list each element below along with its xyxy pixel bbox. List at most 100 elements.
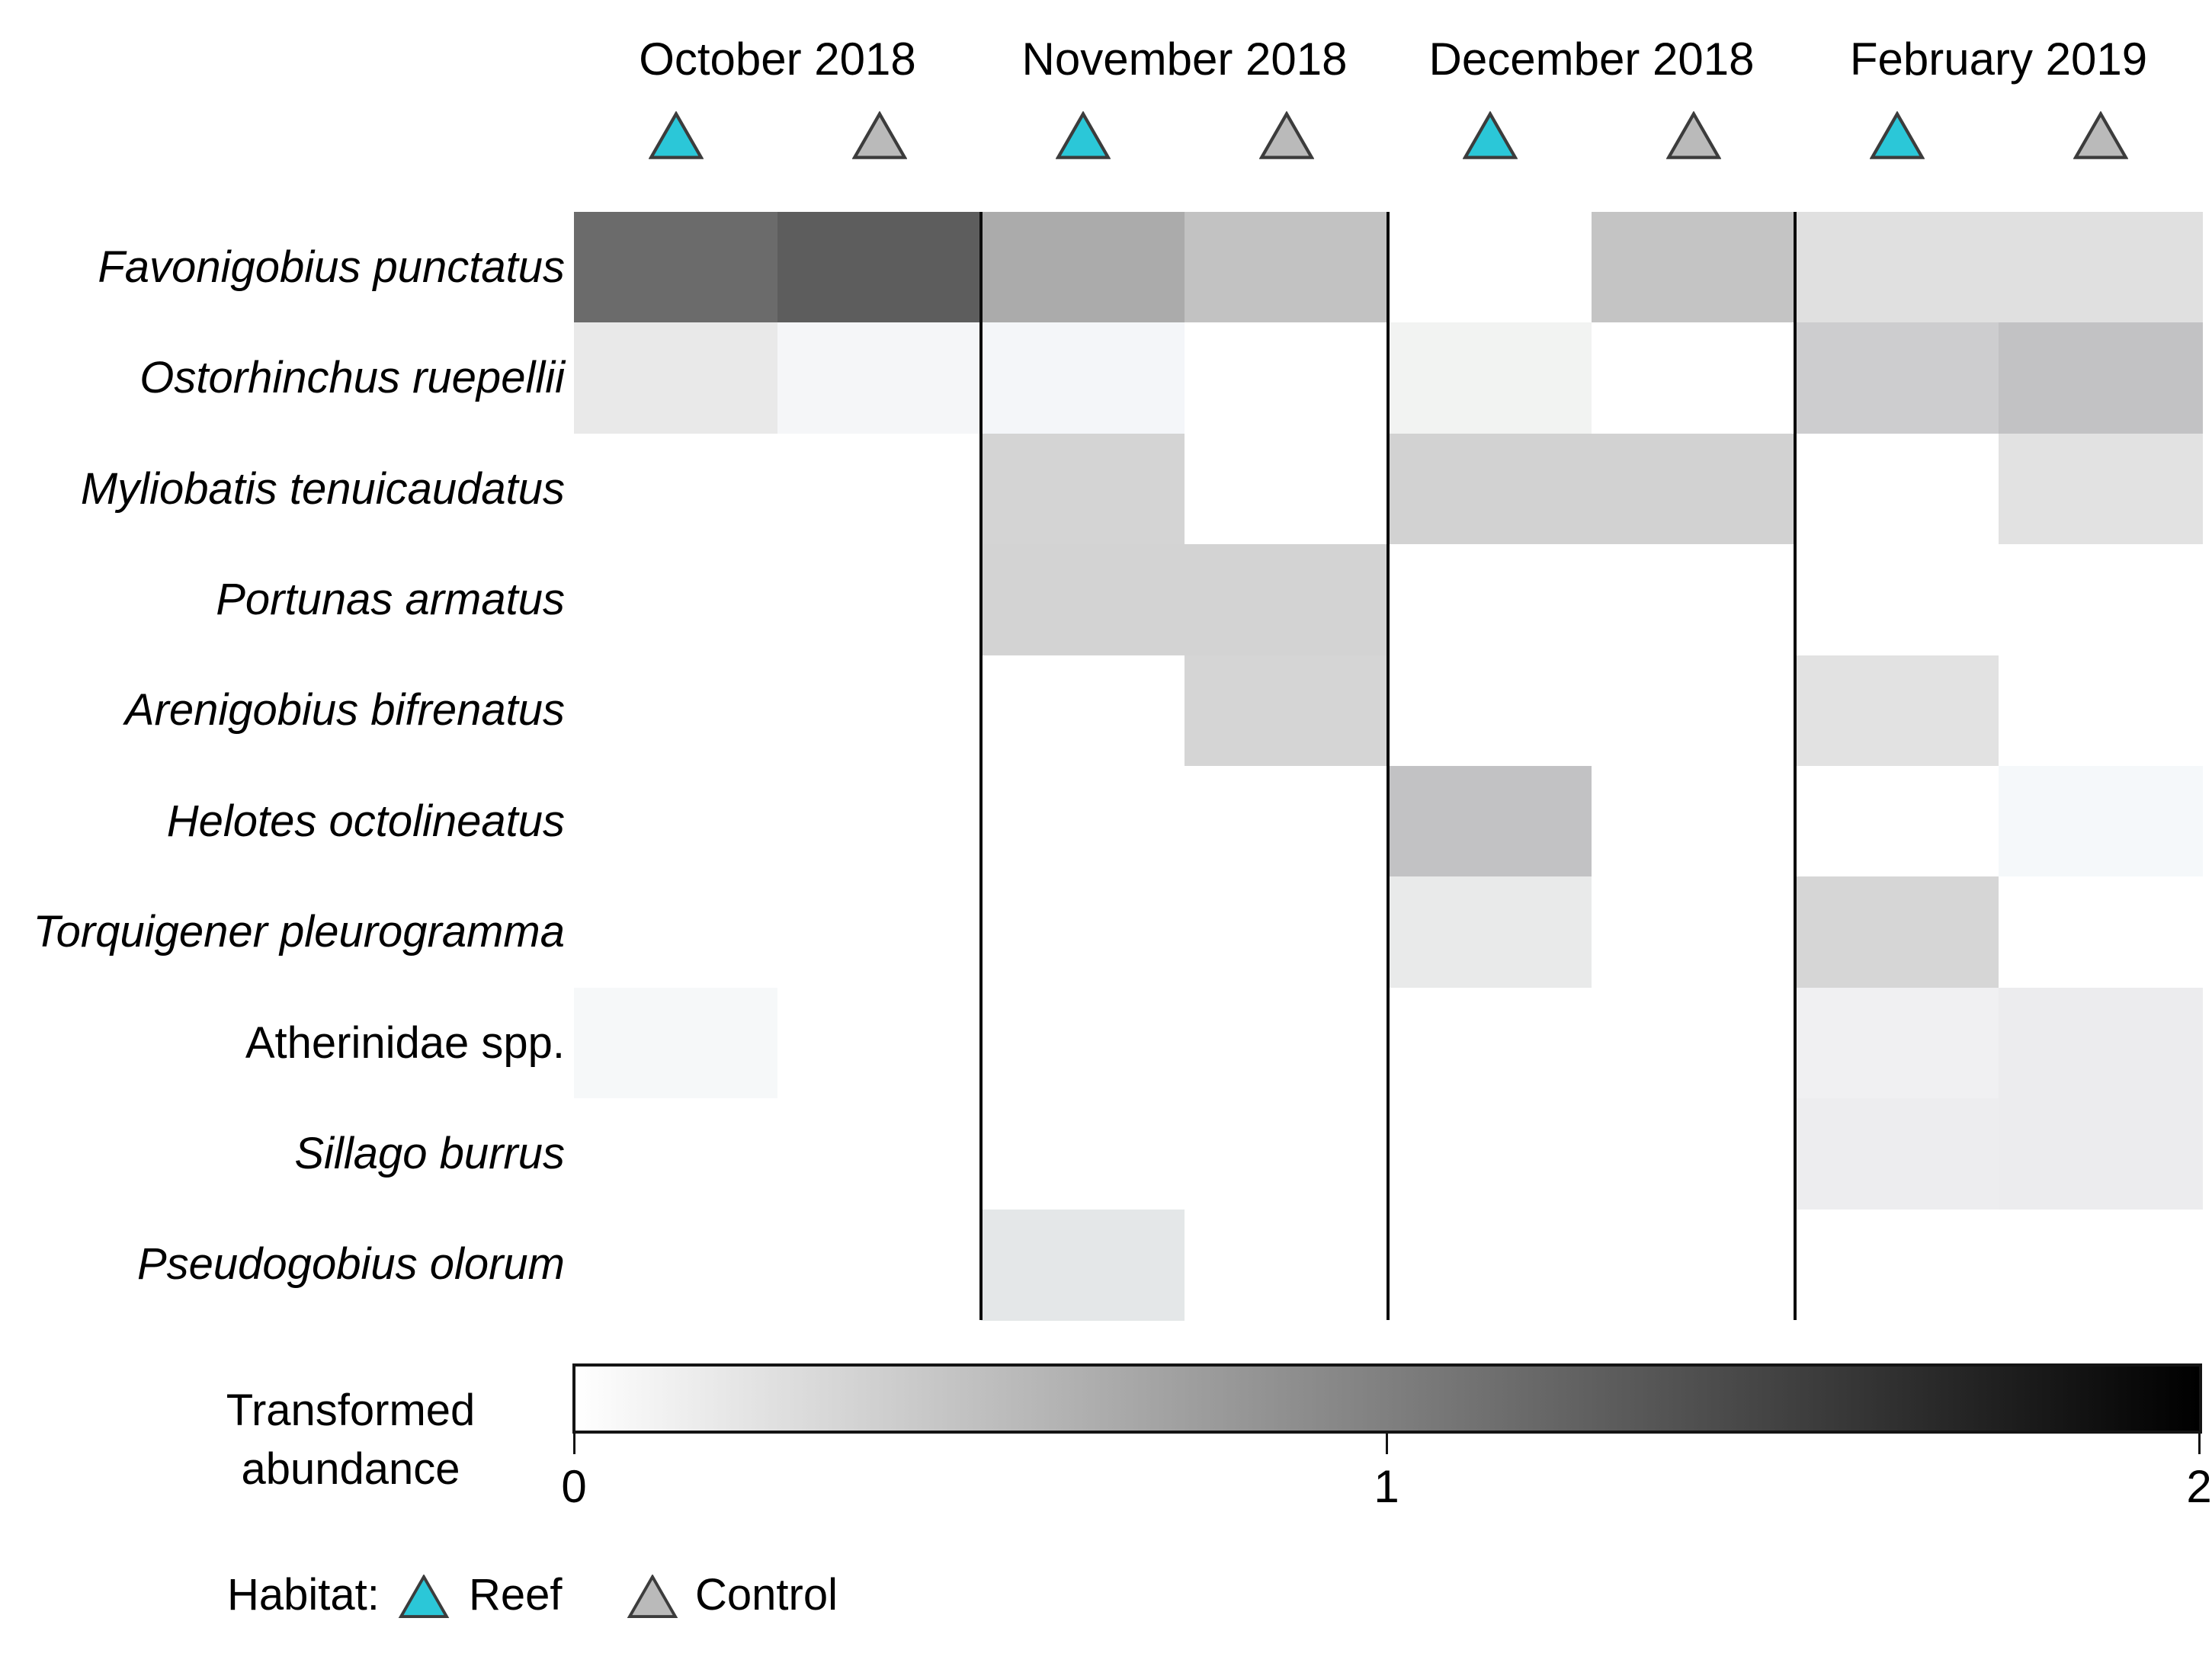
heatmap-cell <box>1185 1209 1389 1321</box>
heatmap-cell <box>981 322 1185 434</box>
species-label: Pseudogobius olorum <box>136 1239 565 1290</box>
colorbar-tick <box>572 1434 575 1454</box>
heatmap-cell <box>1388 322 1592 434</box>
heatmap-cell <box>777 433 982 545</box>
heatmap-cell <box>1185 655 1389 767</box>
heatmap-cell <box>1592 655 1796 767</box>
heatmap-cell <box>1185 322 1389 434</box>
heatmap-cell <box>1185 1098 1389 1210</box>
heatmap-cell <box>777 1209 982 1321</box>
month-label: October 2018 <box>639 34 916 85</box>
heatmap-cell <box>1388 987 1592 1099</box>
heatmap-cell <box>1388 766 1592 877</box>
heatmap-cell <box>1999 1098 2203 1210</box>
heatmap-cell <box>1999 655 2203 767</box>
heatmap-cell <box>1795 766 1999 877</box>
heatmap-cell <box>777 1098 982 1210</box>
heatmap-cell <box>777 212 982 323</box>
heatmap-cell <box>574 1098 778 1210</box>
heatmap-cell <box>1795 433 1999 545</box>
species-label: Sillago burrus <box>294 1128 565 1178</box>
heatmap-cell <box>777 987 982 1099</box>
colorbar-tick-label: 1 <box>1374 1461 1399 1512</box>
heatmap-cell <box>1999 987 2203 1099</box>
heatmap-cell <box>1185 987 1389 1099</box>
heatmap-cell <box>777 876 982 989</box>
colorbar-title-line2: abundance <box>241 1444 460 1494</box>
heatmap-cell <box>1388 544 1592 656</box>
reef-legend-triangle-icon <box>398 1574 450 1623</box>
month-divider-line <box>1794 212 1797 1320</box>
month-label: February 2019 <box>1849 34 2148 85</box>
heatmap-cell <box>1999 766 2203 877</box>
legend-title: Habitat: <box>227 1570 380 1620</box>
colorbar-tick <box>2198 1434 2201 1454</box>
species-label: Helotes octolineatus <box>166 796 565 846</box>
heatmap-cell <box>981 987 1185 1099</box>
heatmap-cell <box>574 212 778 323</box>
heatmap-cell <box>1592 1098 1796 1210</box>
reef-triangle-icon <box>1869 111 1925 164</box>
species-label: Myliobatis tenuicaudatus <box>80 463 565 514</box>
heatmap-cell <box>1592 876 1796 989</box>
heatmap-cell <box>981 1209 1185 1321</box>
heatmap-cell <box>1185 212 1389 323</box>
heatmap-cell <box>777 544 982 656</box>
month-label: November 2018 <box>1021 34 1348 85</box>
heatmap-cell <box>777 766 982 877</box>
reef-triangle-icon <box>648 111 704 164</box>
heatmap-cell <box>981 1098 1185 1210</box>
heatmap-cell <box>777 655 982 767</box>
reef-triangle-icon <box>1055 111 1111 164</box>
heatmap-cell <box>1185 544 1389 656</box>
heatmap-cell <box>1999 322 2203 434</box>
colorbar-gradient <box>572 1363 2202 1434</box>
control-triangle-icon <box>851 111 907 164</box>
heatmap-cell <box>574 322 778 434</box>
heatmap-cell <box>574 433 778 545</box>
heatmap-cell <box>1592 544 1796 656</box>
heatmap-cell <box>981 544 1185 656</box>
heatmap-cell <box>1592 766 1796 877</box>
heatmap-cell <box>1592 1209 1796 1321</box>
heatmap-cell <box>1388 1098 1592 1210</box>
heatmap-cell <box>574 1209 778 1321</box>
heatmap-cell <box>1592 212 1796 323</box>
heatmap-cell <box>1388 655 1592 767</box>
heatmap-cell <box>777 322 982 434</box>
species-label: Portunas armatus <box>216 574 565 624</box>
legend-item-label: Control <box>695 1570 838 1620</box>
colorbar-tick-label: 0 <box>561 1461 587 1512</box>
heatmap-cell <box>574 876 778 989</box>
month-label: December 2018 <box>1428 34 1755 85</box>
control-legend-triangle-icon <box>627 1574 678 1623</box>
species-label: Arenigobius bifrenatus <box>124 685 565 735</box>
species-label: Atherinidae spp. <box>245 1017 565 1068</box>
heatmap-cell <box>1388 876 1592 989</box>
heatmap-cell <box>574 544 778 656</box>
heatmap-cell <box>1795 1098 1999 1210</box>
control-triangle-icon <box>1665 111 1721 164</box>
month-divider-line <box>979 212 983 1320</box>
heatmap-cell <box>1592 322 1796 434</box>
heatmap-cell <box>1795 212 1999 323</box>
heatmap-cell <box>1592 987 1796 1099</box>
heatmap-cell <box>1185 766 1389 877</box>
heatmap-cell <box>981 433 1185 545</box>
heatmap-cell <box>574 987 778 1099</box>
heatmap-cell <box>1795 876 1999 989</box>
control-triangle-icon <box>2073 111 2128 164</box>
species-label: Favonigobius punctatus <box>98 242 565 292</box>
month-divider-line <box>1387 212 1390 1320</box>
heatmap-cell <box>1592 433 1796 545</box>
heatmap-cell <box>981 655 1185 767</box>
heatmap-cell <box>1795 1209 1999 1321</box>
heatmap-cell <box>981 766 1185 877</box>
heatmap-cell <box>1388 1209 1592 1321</box>
heatmap-cell <box>1185 876 1389 989</box>
heatmap-cell <box>1388 433 1592 545</box>
heatmap-cell <box>1999 544 2203 656</box>
species-label: Torquigener pleurogramma <box>33 907 565 957</box>
heatmap-cell <box>1795 322 1999 434</box>
